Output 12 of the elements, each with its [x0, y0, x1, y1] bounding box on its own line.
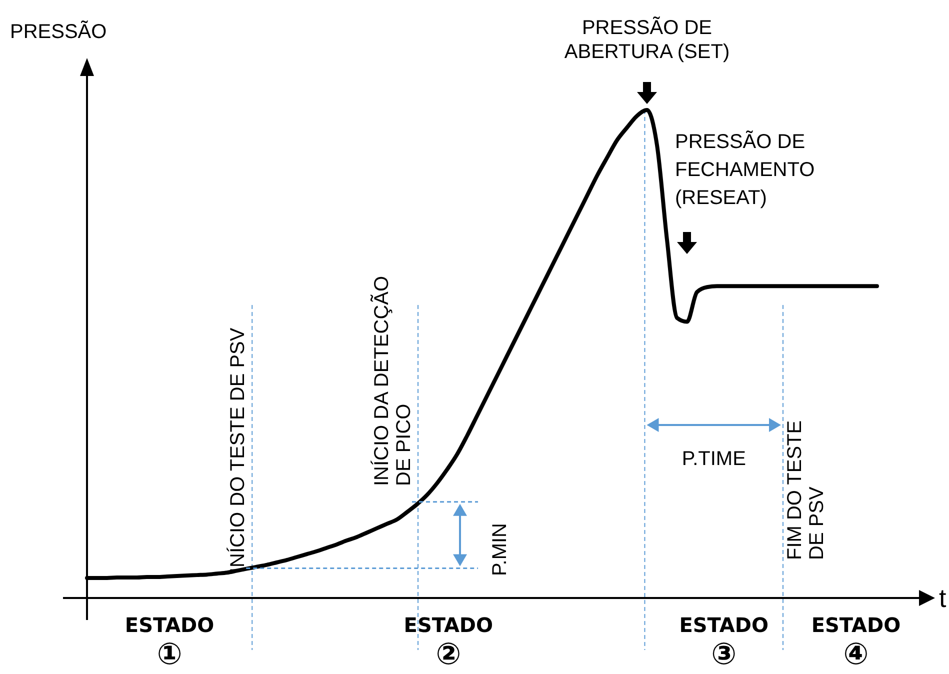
text: ESTADO ②: [404, 613, 494, 672]
text: ESTADO ①: [124, 613, 214, 672]
annotation: INÍCIO DA DETECÇÃO DE PICO: [370, 276, 416, 486]
annotation: P.TIME: [682, 448, 746, 470]
annotation: PRESSÃO DE FECHAMENTO (RESEAT): [675, 130, 815, 209]
x-axis-title: t: [939, 583, 947, 613]
text: ESTADO ③: [679, 613, 768, 672]
annotation: FIM DO TESTE DE PSV: [784, 420, 828, 560]
y-axis-title: PRESSÃO: [10, 20, 107, 43]
annotation: P.MIN: [489, 523, 512, 576]
text: ESTADO ④: [811, 613, 901, 672]
text: PRESSÃO DE ABERTURA (SET): [564, 16, 730, 63]
